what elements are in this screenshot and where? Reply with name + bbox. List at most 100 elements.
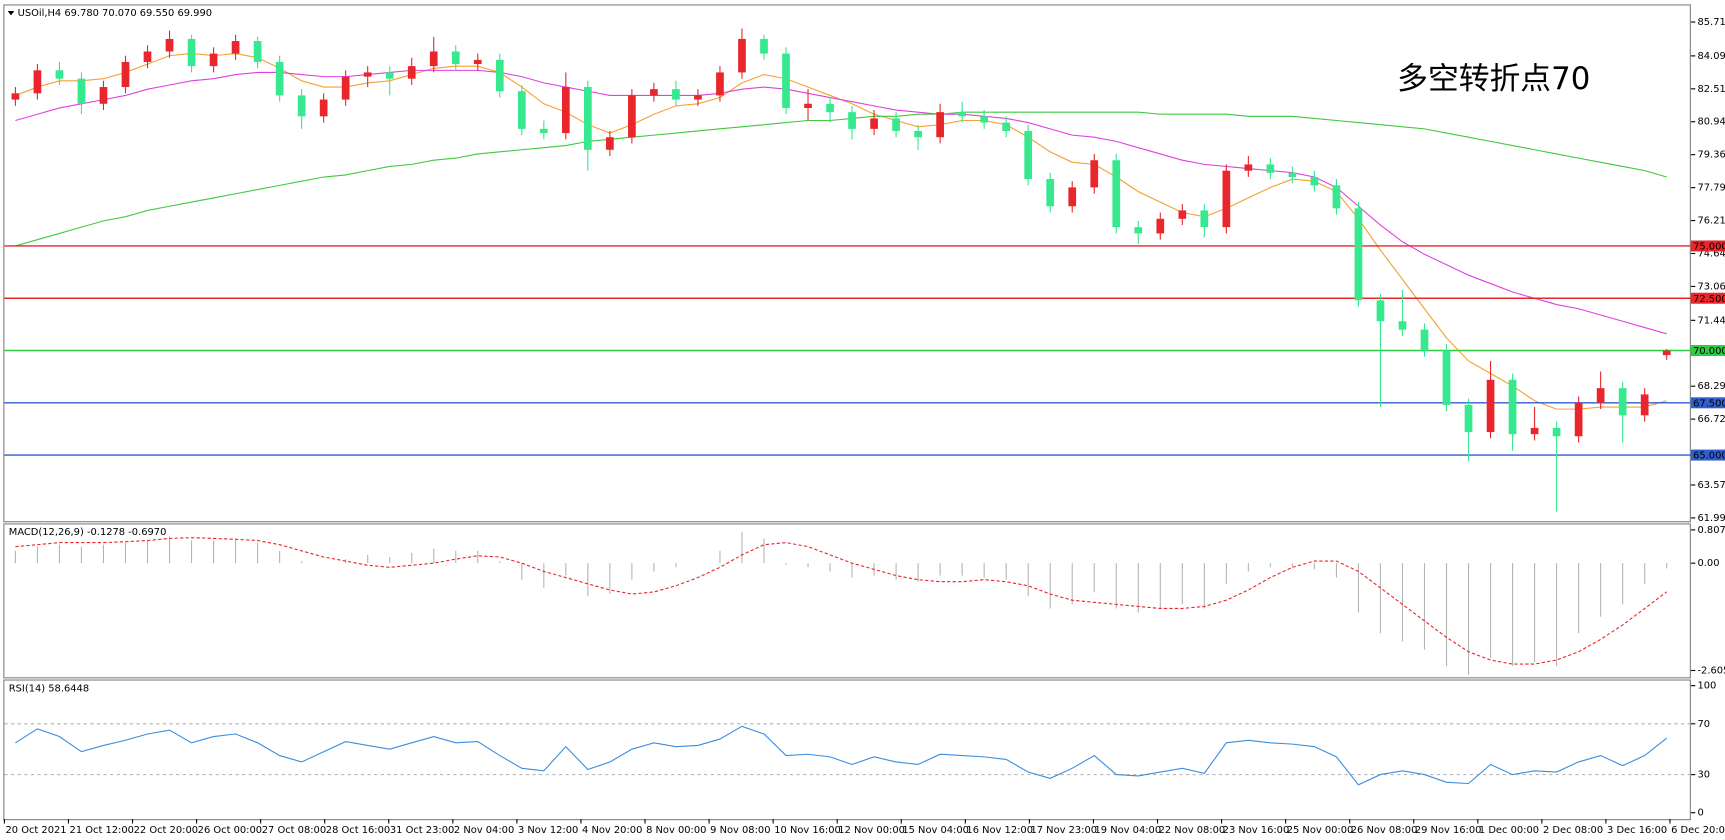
candle-body [407, 66, 416, 79]
price-level-label: 70.000 [1693, 346, 1725, 357]
y-tick-label: 76.215 [1697, 216, 1725, 227]
x-tick-label: 23 Nov 16:00 [1223, 825, 1290, 836]
candle-body [848, 112, 856, 129]
rsi-line [15, 725, 1668, 786]
candle-body [870, 118, 878, 129]
x-tick-label: 21 Oct 12:00 [70, 825, 134, 836]
price-level-tag [1690, 345, 1725, 357]
x-tick-label: 26 Nov 08:00 [1351, 825, 1418, 836]
price-level-label: 65.000 [1693, 451, 1725, 462]
x-tick-label: 8 Nov 00:00 [646, 825, 706, 836]
x-tick-label: 1 Dec 00:00 [1479, 825, 1539, 836]
panel-header: USOil,H4 69.780 70.070 69.550 69.990 [18, 8, 212, 19]
rsi-panel-frame [3, 679, 1691, 821]
x-tick-label: 4 Nov 20:00 [582, 825, 642, 836]
candle-body [209, 53, 218, 67]
price-level-label: 75.000 [1693, 242, 1725, 253]
moving-average [15, 111, 1667, 247]
candle-body [1662, 350, 1671, 356]
candle-body [1486, 379, 1495, 433]
candle-body [1156, 218, 1165, 234]
candle-body [99, 87, 108, 104]
candle-body [1222, 170, 1231, 228]
candle-body [958, 112, 966, 117]
candle-body [495, 59, 504, 92]
x-tick-label: 31 Oct 23:00 [390, 825, 454, 836]
candle-body [143, 51, 152, 62]
y-tick-label: 84.090 [1697, 51, 1725, 62]
macd-panel-frame [3, 523, 1691, 679]
candle-body [1398, 321, 1407, 330]
candle-body [517, 91, 526, 129]
price-level-tag [1690, 449, 1725, 461]
y-tick-label: 68.295 [1697, 381, 1725, 392]
candle-body [451, 51, 460, 65]
x-tick-label: 2 Dec 08:00 [1543, 825, 1603, 836]
candle-body [826, 103, 834, 113]
candle-body [297, 95, 306, 117]
candle-body [121, 61, 130, 88]
candle-body [782, 53, 790, 108]
x-tick-label: 22 Oct 20:00 [134, 825, 198, 836]
y-tick-label: 61.995 [1697, 513, 1725, 524]
candle-body [319, 99, 328, 117]
candle-body [1508, 379, 1517, 435]
candle-body [1266, 164, 1275, 173]
price-level-tag [1690, 240, 1725, 252]
y-tick-label: 30 [1697, 770, 1710, 781]
candle-body [716, 72, 724, 96]
candle-body [1640, 394, 1649, 416]
candle-body [1420, 329, 1429, 351]
macd-signal [15, 537, 1668, 665]
candle-body [165, 38, 174, 52]
candle-body [1442, 350, 1451, 405]
candle-body [1002, 122, 1011, 131]
x-tick-label: 15 Nov 04:00 [902, 825, 969, 836]
candle-body [1574, 402, 1583, 437]
candle-body [672, 89, 680, 100]
y-tick-label: 66.720 [1697, 414, 1725, 425]
candle-body [1068, 187, 1077, 207]
y-tick-label: 74.640 [1697, 248, 1725, 259]
y-tick-label: 77.790 [1697, 183, 1725, 194]
menu-arrow [7, 10, 15, 16]
x-tick-label: 28 Oct 16:00 [326, 825, 390, 836]
candle-body [1376, 300, 1385, 322]
candle-body [1354, 208, 1363, 301]
candle-body [914, 130, 922, 138]
candle-body [1310, 176, 1319, 186]
candle-body [1112, 160, 1121, 228]
x-tick-label: 17 Nov 23:00 [1030, 825, 1097, 836]
candle-body [892, 118, 900, 131]
x-tick-label: 19 Nov 04:00 [1095, 825, 1162, 836]
x-tick-label: 12 Nov 00:00 [838, 825, 905, 836]
y-tick-label: 79.365 [1697, 150, 1725, 161]
price-level-label: 67.500 [1693, 398, 1725, 409]
candle-body [363, 72, 372, 77]
candle-body [1134, 227, 1143, 234]
panel-header: RSI(14) 58.6448 [9, 683, 89, 694]
candle-body [55, 70, 64, 79]
y-tick-label: 0.00 [1697, 558, 1719, 569]
price-level-tag [1690, 397, 1725, 409]
candle-body [33, 70, 42, 94]
y-tick-label: 0 [1697, 808, 1703, 819]
price-level-tag [1690, 292, 1725, 304]
price-level-label: 72.500 [1693, 294, 1725, 305]
candle-body [628, 95, 636, 138]
panel-header: MACD(12,26,9) -0.1278 -0.6970 [9, 527, 167, 538]
candle-body [1618, 388, 1627, 416]
candle-body [738, 38, 746, 73]
candle-body [1046, 179, 1055, 207]
x-tick-label: 3 Nov 12:00 [518, 825, 578, 836]
x-tick-label: 29 Nov 16:00 [1415, 825, 1482, 836]
candle-body [1090, 160, 1099, 188]
y-tick-label: 71.445 [1697, 315, 1725, 326]
candle-body [231, 41, 240, 54]
candle-body [606, 137, 614, 150]
y-tick-label: 63.570 [1697, 480, 1725, 491]
candle-body [1024, 130, 1033, 180]
candle-body [1200, 210, 1209, 228]
